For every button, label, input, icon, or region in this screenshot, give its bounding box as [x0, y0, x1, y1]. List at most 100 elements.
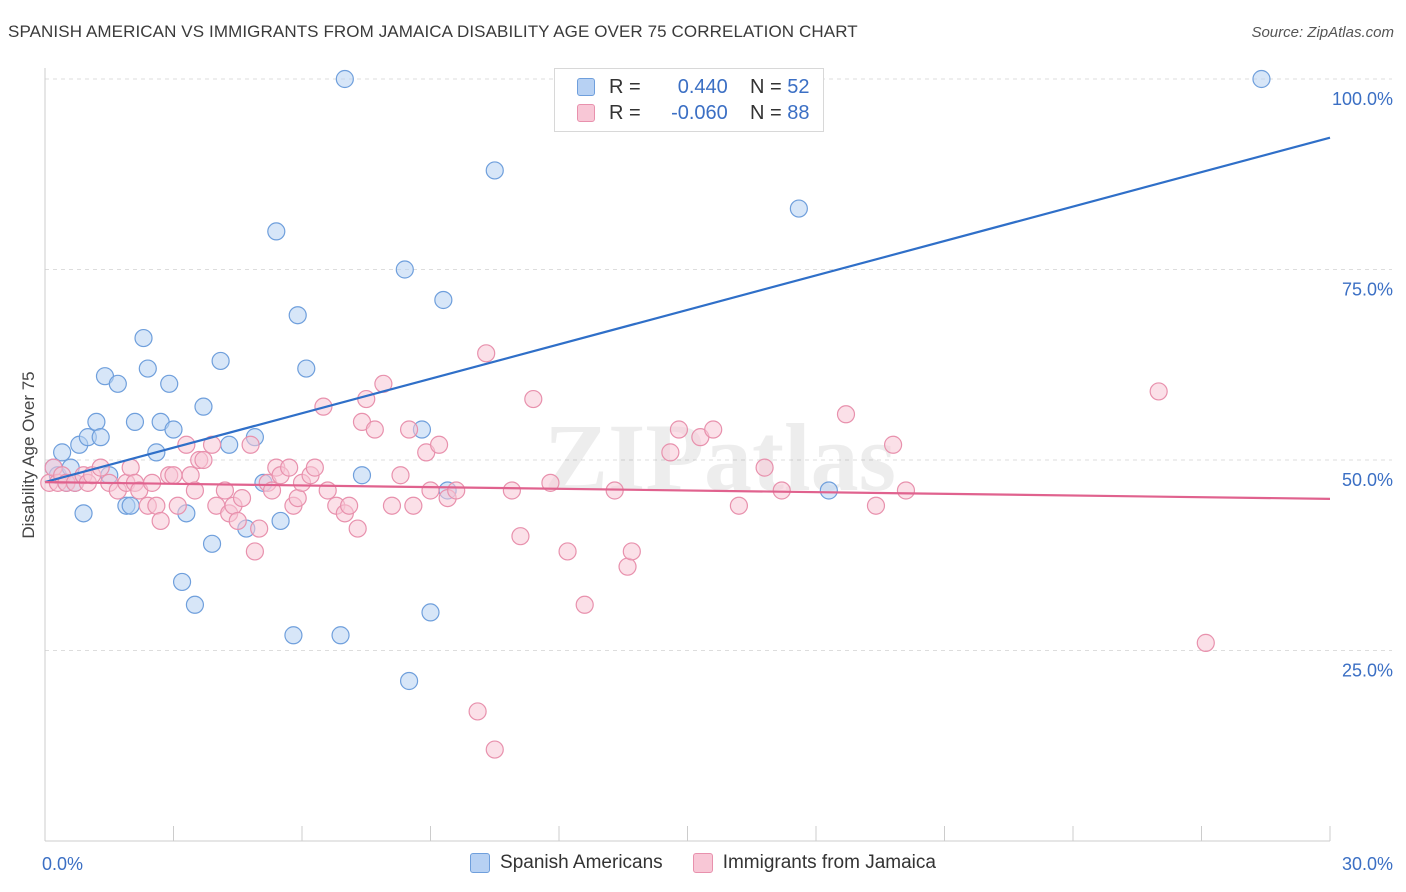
data-point [151, 511, 170, 531]
data-point [228, 511, 247, 531]
data-point [267, 222, 286, 241]
data-point [138, 359, 157, 378]
data-point [434, 290, 453, 310]
data-point [622, 542, 641, 561]
data-point [511, 527, 530, 546]
data-point [220, 435, 239, 454]
data-point [194, 450, 213, 470]
stats-row-immigrants-from-jamaica: R = -0.060 N = 88 [577, 101, 810, 125]
data-point [352, 466, 372, 485]
legend-item-immigrants-from-jamaica: Immigrants from Jamaica [692, 852, 936, 874]
data-point [288, 489, 307, 508]
data-point [318, 481, 337, 500]
axes [44, 68, 1331, 842]
legend-label: Immigrants from Jamaica [722, 852, 936, 873]
data-point [335, 69, 354, 89]
data-point [399, 671, 419, 691]
data-point [819, 481, 838, 500]
data-point [502, 481, 521, 500]
data-point [558, 542, 577, 561]
data-point [241, 435, 260, 454]
data-point [232, 489, 252, 508]
swatch-pink [577, 104, 595, 122]
data-point [245, 542, 264, 561]
stats-legend: R = 0.440 N = 52 R = -0.060 N = 88 [554, 68, 824, 132]
data-point [772, 481, 791, 500]
trend-line [44, 480, 1331, 500]
data-point [340, 496, 359, 515]
data-point [181, 466, 200, 485]
data-point [348, 519, 367, 538]
data-point [404, 496, 423, 515]
y-tick-label: 25.0% [1342, 661, 1393, 681]
data-point [575, 595, 594, 614]
data-point [524, 389, 543, 409]
source-label: Source: ZipAtlas.com [1251, 24, 1394, 41]
data-point [215, 481, 234, 500]
data-point [896, 481, 916, 500]
data-point [391, 466, 410, 485]
r-label: R = [609, 101, 641, 124]
data-point [669, 420, 689, 439]
y-axis-label: Disability Age Over 75 [19, 371, 38, 538]
data-point [297, 359, 316, 378]
data-point [382, 496, 402, 515]
data-point [729, 496, 749, 515]
data-point [468, 702, 487, 721]
data-point [202, 534, 222, 553]
data-point [755, 458, 774, 477]
data-point [284, 626, 303, 645]
data-point [365, 420, 384, 439]
data-point [134, 328, 153, 348]
data-point [789, 199, 808, 218]
n-value: 52 [787, 75, 810, 98]
data-point [866, 496, 886, 515]
r-label: R = [609, 75, 641, 98]
data-point [172, 572, 192, 592]
n-label: N = [750, 101, 782, 124]
data-point [447, 481, 466, 500]
data-point [168, 496, 187, 515]
data-point [704, 420, 723, 439]
data-point [661, 443, 680, 462]
data-point [262, 481, 282, 500]
data-point [185, 481, 205, 500]
data-point [125, 412, 145, 431]
series-legend: Spanish Americans Immigrants from Jamaic… [0, 852, 1406, 874]
trend-line [44, 136, 1331, 484]
data-point [87, 412, 106, 431]
data-point [883, 435, 903, 454]
stats-row-spanish-americans: R = 0.440 N = 52 [577, 75, 810, 99]
x-tick-label: 0.0% [42, 854, 83, 874]
data-point [164, 420, 183, 439]
r-value: -0.060 [671, 101, 728, 124]
swatch-blue [577, 78, 595, 96]
data-point [421, 603, 440, 622]
data-point [618, 557, 637, 576]
data-point [305, 458, 324, 477]
data-point [121, 496, 140, 515]
y-tick-label: 75.0% [1342, 280, 1393, 300]
data-point [280, 458, 299, 477]
n-value: 88 [787, 101, 810, 124]
data-point [429, 435, 449, 454]
data-point [331, 626, 350, 645]
data-point [185, 595, 205, 614]
data-point [1149, 382, 1168, 401]
grid-lines [45, 78, 1392, 651]
data-point [395, 260, 414, 279]
n-label: N = [750, 75, 782, 98]
data-point [147, 496, 166, 515]
y-tick-label: 50.0% [1342, 470, 1393, 490]
trend-lines [44, 136, 1331, 500]
data-point [399, 420, 419, 439]
legend-swatch-blue [470, 853, 491, 873]
data-point [160, 374, 179, 393]
data-point [421, 481, 440, 500]
x-tick-label: 30.0% [1342, 854, 1393, 874]
data-point [485, 740, 504, 759]
data-point [91, 428, 110, 447]
series-spanish-americans [44, 69, 1271, 691]
data-point [288, 306, 307, 325]
